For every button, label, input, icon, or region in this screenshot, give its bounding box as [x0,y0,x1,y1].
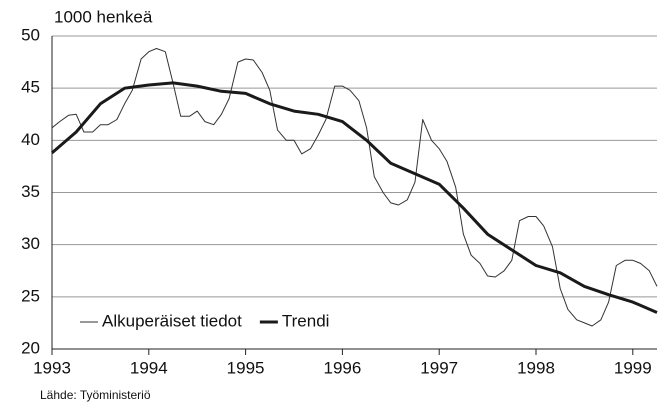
x-tick-label: 1994 [130,358,168,377]
legend-label: Trendi [282,311,330,330]
source-note: Lähde: Työministeriö [40,388,151,402]
x-tick-label: 1995 [227,358,265,377]
series-line [51,81,658,314]
y-tick-label: 40 [21,130,40,149]
series-line [51,48,658,327]
x-tick-label: 1999 [614,358,652,377]
y-tick-label: 25 [21,286,40,305]
x-tick-label: 1996 [323,358,361,377]
x-tick-label: 1998 [517,358,555,377]
legend-label: Alkuperäiset tiedot [102,311,242,330]
y-tick-label: 20 [21,338,40,357]
y-axis-label: 1000 henkeä [54,7,153,26]
y-tick-label: 45 [21,78,40,97]
y-tick-label: 30 [21,234,40,253]
x-tick-label: 1997 [420,358,458,377]
y-tick-label: 50 [21,25,40,44]
x-tick-label: 1993 [33,358,71,377]
y-tick-label: 35 [21,182,40,201]
